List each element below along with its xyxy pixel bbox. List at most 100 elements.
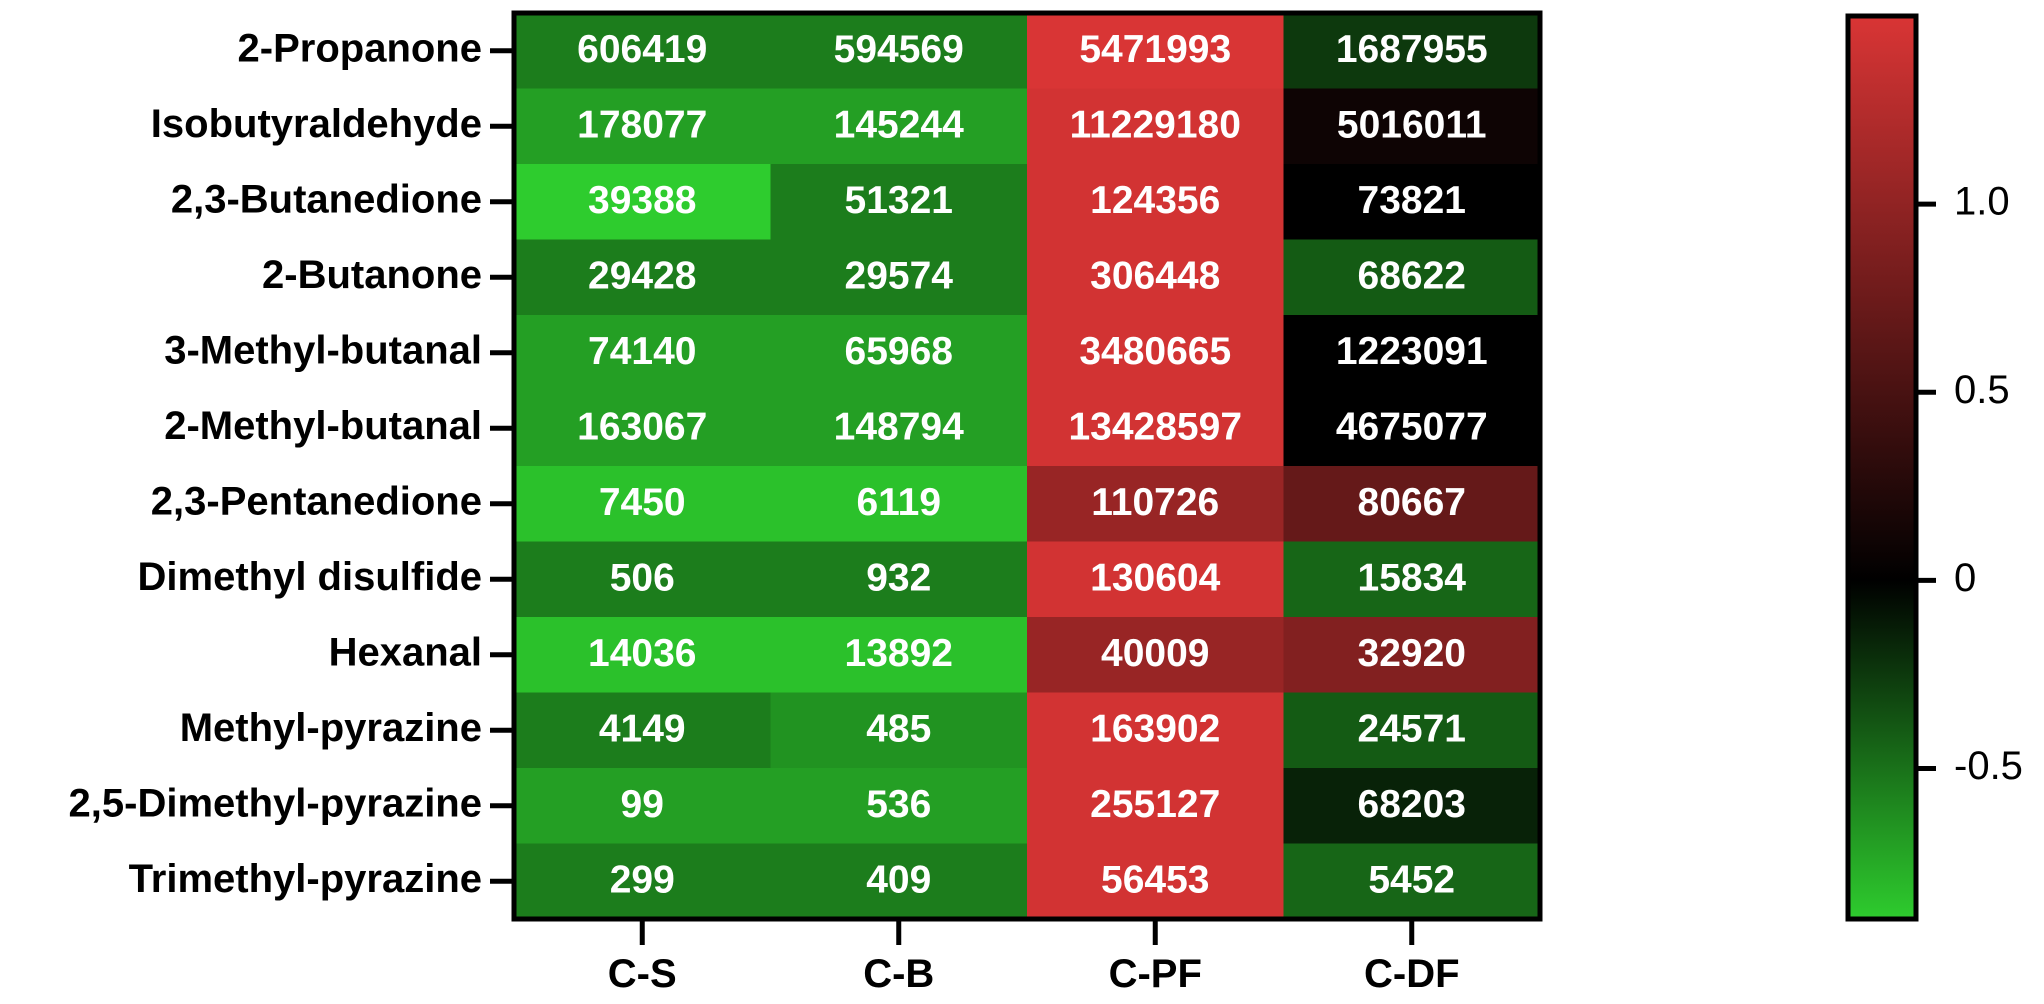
heatmap-cell [1283,13,1541,90]
cell-value-label: 163902 [1090,708,1220,751]
cell-value-label: 13428597 [1068,406,1242,449]
heatmap-cell [514,239,772,316]
row-label: 2,5-Dimethyl-pyrazine [69,781,482,825]
cell-value-label: 74140 [588,330,696,373]
cell-value-label: 1223091 [1336,330,1488,373]
row-label: Dimethyl disulfide [138,555,483,599]
cell-value-label: 409 [866,859,931,902]
row-label: Hexanal [329,630,482,674]
cell-value-label: 255127 [1090,783,1220,826]
cell-value-label: 29428 [588,255,696,298]
heatmap-cell [514,13,772,90]
cell-value-label: 32920 [1358,632,1466,675]
heatmap-cell [1283,164,1541,241]
cell-value-label: 56453 [1101,859,1209,902]
heatmap-cell [1027,692,1285,769]
cell-value-label: 932 [866,557,931,600]
row-label: 2-Propanone [238,26,482,70]
heatmap-cell [770,617,1028,694]
cell-value-label: 14036 [588,632,696,675]
heatmap-cell [514,692,772,769]
cell-value-label: 594569 [834,28,964,71]
cell-value-label: 163067 [577,406,707,449]
cell-value-label: 80667 [1358,481,1466,524]
heatmap-cell [1027,617,1285,694]
cell-value-label: 130604 [1090,557,1220,600]
cell-value-label: 68203 [1358,783,1466,826]
heatmap-cell [1283,617,1541,694]
cell-value-label: 148794 [834,406,964,449]
heatmap-cell [1027,88,1285,165]
heatmap-frame [511,10,1543,922]
colorbar-tick-label: 0 [1954,556,1976,600]
cell-value-label: 15834 [1358,557,1467,600]
cell-value-label: 24571 [1358,708,1466,751]
cell-value-label: 506 [610,557,675,600]
colorbar-tick-label: 0.5 [1954,368,2010,412]
colorbar-ticks: -0.5 0 0.5 1.0 [1916,180,2023,788]
cell-value-label: 51321 [845,179,953,222]
heatmap-cell [1283,466,1541,543]
row-label: Methyl-pyrazine [180,706,482,750]
row-label: 3-Methyl-butanal [164,328,482,372]
heatmap-cell [514,88,772,165]
cell-value-label: 124356 [1090,179,1220,222]
heatmap-cell [770,239,1028,316]
heatmap-cell [770,88,1028,165]
heatmap-cell [514,617,772,694]
heatmap-cell [1283,541,1541,618]
column-label: C-DF [1364,952,1460,996]
heatmap-cell [770,164,1028,241]
cell-value-label: 536 [866,783,931,826]
cell-value-label: 145244 [834,104,964,147]
heatmap-cell [770,768,1028,845]
column-label: C-S [608,952,677,996]
heatmap-cell [1283,239,1541,316]
colorbar [1845,13,1919,922]
heatmap-cell [1283,315,1541,392]
heatmap-cell [770,390,1028,467]
row-label: Trimethyl-pyrazine [129,857,482,901]
heatmap-cell [1027,843,1285,920]
cell-value-label: 73821 [1358,179,1466,222]
heatmap-cell [1027,466,1285,543]
cell-value-label: 5452 [1368,859,1455,902]
heatmap-cell [1027,315,1285,392]
heatmap-cell [1027,239,1285,316]
heatmap-cell [770,315,1028,392]
colorbar-tick-label: -0.5 [1954,744,2023,788]
heatmap-cell [514,466,772,543]
cell-value-label: 29574 [845,255,954,298]
heatmap-cell [514,843,772,920]
heatmap-cell [514,768,772,845]
heatmap-cell [1283,88,1541,165]
cell-value-label: 1687955 [1336,28,1488,71]
cell-value-label: 606419 [577,28,707,71]
cell-value-label: 99 [621,783,664,826]
cell-value-label: 4149 [599,708,686,751]
cell-value-label: 68622 [1358,255,1466,298]
cell-value-label: 65968 [845,330,953,373]
row-label: 2-Butanone [262,253,482,297]
cell-value-label: 6119 [856,481,941,524]
cell-value-label: 13892 [845,632,953,675]
heatmap-cell [514,390,772,467]
heatmap-cell [514,315,772,392]
heatmap-cells: 606419 594569 5471993 1687955 178077 145244 11… [514,13,1541,920]
heatmap-cell [1283,768,1541,845]
row-label: Isobutyraldehyde [151,102,482,146]
cell-value-label: 40009 [1101,632,1209,675]
cell-value-label: 299 [610,859,675,902]
cell-value-label: 4675077 [1336,406,1488,449]
cell-value-label: 3480665 [1079,330,1231,373]
heatmap-cell [1027,768,1285,845]
row-labels: 2-Propanone Isobutyraldehyde 2,3-Butanedio… [69,26,514,901]
cell-value-label: 5016011 [1337,104,1487,147]
column-label: C-PF [1109,952,1202,996]
row-label: 2,3-Pentanedione [151,479,482,523]
row-label: 2,3-Butanedione [171,177,482,221]
cell-value-label: 306448 [1090,255,1220,298]
heatmap-cell [770,541,1028,618]
heatmap-cell [1283,843,1541,920]
